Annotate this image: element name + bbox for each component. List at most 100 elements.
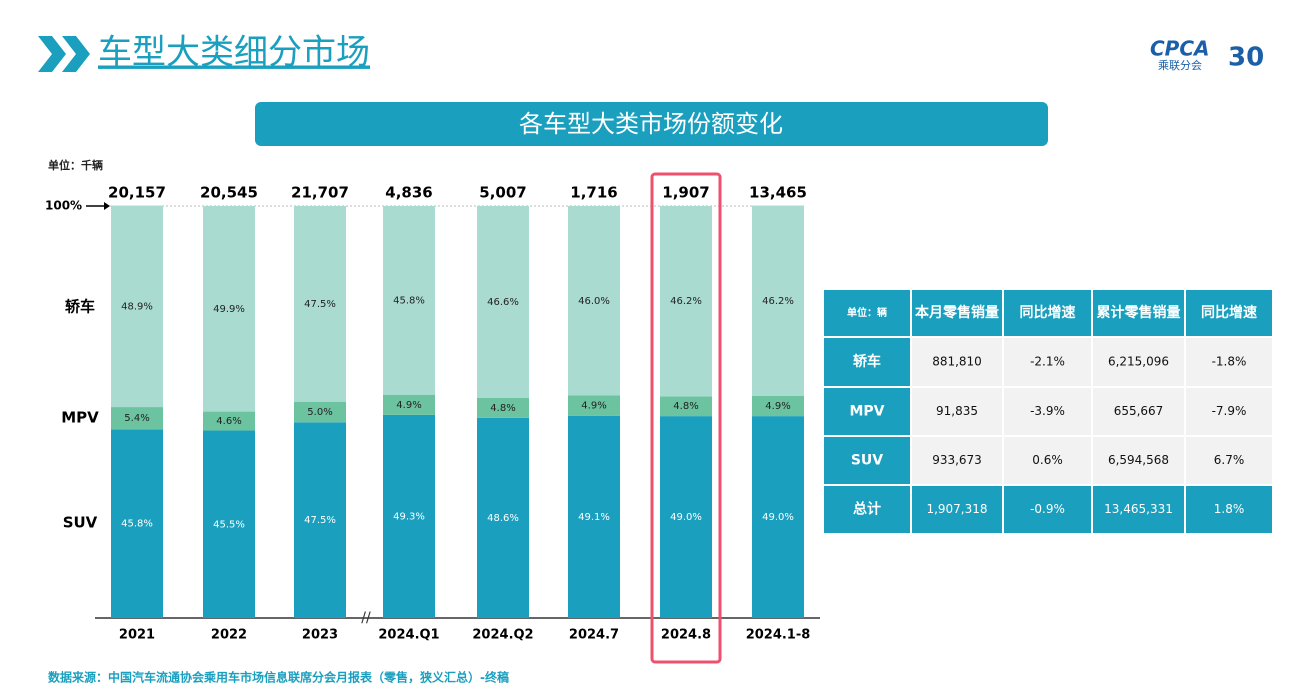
legend-label: 轿车 bbox=[65, 298, 95, 316]
table-text: 6.7% bbox=[1214, 453, 1245, 467]
table-text: SUV bbox=[851, 453, 883, 469]
table-text: 单位：辆 bbox=[847, 306, 887, 319]
logo-subtext: 乘联分会 bbox=[1158, 59, 1202, 72]
logo-anniversary: 30 bbox=[1228, 43, 1264, 73]
bar-segment bbox=[383, 206, 435, 395]
table-cell bbox=[912, 338, 1002, 386]
bar-segment bbox=[383, 394, 435, 415]
data-label: 4.8% bbox=[490, 403, 515, 414]
data-label: 48.6% bbox=[487, 513, 519, 524]
bar-segment bbox=[111, 205, 163, 408]
bar-segment bbox=[660, 396, 712, 417]
table-cell bbox=[1093, 486, 1184, 533]
total-label: 20,545 bbox=[200, 184, 258, 202]
table-cell bbox=[1093, 388, 1184, 435]
table-cell bbox=[912, 486, 1002, 533]
data-label: 45.8% bbox=[393, 295, 425, 306]
data-label: 49.0% bbox=[670, 512, 702, 523]
data-label: 45.5% bbox=[213, 519, 245, 530]
table-cell bbox=[824, 486, 910, 533]
data-label: 47.5% bbox=[304, 515, 336, 526]
total-label: 20,157 bbox=[108, 184, 166, 202]
data-label: 49.3% bbox=[393, 511, 425, 522]
bar-segment bbox=[752, 395, 804, 417]
bar-segment bbox=[111, 407, 163, 430]
bar-segment bbox=[294, 206, 346, 402]
logo-text: CPCA bbox=[1150, 37, 1210, 61]
x-tick-label: 2024.Q1 bbox=[378, 628, 439, 643]
bar-segment bbox=[568, 415, 620, 618]
data-label: 4.9% bbox=[581, 401, 606, 412]
y-tick-label: 100% bbox=[45, 199, 82, 213]
table-cell bbox=[1004, 388, 1091, 435]
table-text: 881,810 bbox=[932, 355, 982, 369]
title-icon bbox=[38, 36, 90, 72]
bar-segment bbox=[568, 395, 620, 416]
table-text: 总计 bbox=[853, 501, 881, 518]
data-label: 46.2% bbox=[762, 296, 794, 307]
table-cell bbox=[824, 290, 910, 336]
table-text: 累计零售销量 bbox=[1097, 304, 1181, 321]
source-note: 数据来源：中国汽车流通协会乘用车市场信息联席分会月报表（零售，狭义汇总）-终稿 bbox=[48, 670, 509, 685]
table-text: -7.9% bbox=[1212, 404, 1247, 418]
table-cell bbox=[1186, 388, 1272, 435]
table-text: 同比增速 bbox=[1020, 304, 1076, 321]
data-label: 47.5% bbox=[304, 299, 336, 310]
table-cell bbox=[1004, 290, 1091, 336]
total-label: 13,465 bbox=[749, 184, 807, 202]
axis-break: // bbox=[361, 610, 371, 626]
data-label: 46.6% bbox=[487, 297, 519, 308]
total-label: 4,836 bbox=[385, 184, 432, 202]
legend-label: SUV bbox=[63, 514, 98, 532]
bar-segment bbox=[477, 417, 529, 618]
table-cell bbox=[1093, 338, 1184, 386]
table-text: MPV bbox=[849, 404, 884, 420]
x-tick-label: 2024.Q2 bbox=[472, 628, 533, 643]
data-label: 4.8% bbox=[673, 401, 698, 412]
data-label: 46.2% bbox=[670, 296, 702, 307]
x-tick-label: 2024.7 bbox=[569, 628, 619, 643]
table-text: 933,673 bbox=[932, 453, 982, 467]
chart-title: 各车型大类市场份额变化 bbox=[519, 110, 783, 138]
bar-segment bbox=[660, 206, 712, 397]
table-text: 91,835 bbox=[936, 404, 978, 418]
bar-segment bbox=[294, 401, 346, 423]
table-text: 13,465,331 bbox=[1104, 502, 1173, 516]
data-label: 49.0% bbox=[762, 512, 794, 523]
bar-segment bbox=[660, 416, 712, 618]
table-cell bbox=[912, 388, 1002, 435]
data-label: 45.8% bbox=[121, 519, 153, 530]
page-title: 车型大类细分市场 bbox=[98, 33, 370, 73]
table-text: 655,667 bbox=[1114, 404, 1164, 418]
data-label: 4.9% bbox=[396, 400, 421, 411]
table-text: -3.9% bbox=[1030, 404, 1065, 418]
x-tick-label: 2024.1-8 bbox=[746, 628, 811, 643]
x-tick-label: 2021 bbox=[119, 628, 155, 643]
table-cell bbox=[1186, 338, 1272, 386]
y-tick-arrowhead bbox=[104, 202, 110, 210]
table-cell bbox=[912, 437, 1002, 484]
table-text: 6,215,096 bbox=[1108, 355, 1169, 369]
table-cell bbox=[824, 388, 910, 435]
bar-segment bbox=[477, 397, 529, 418]
bar-segment bbox=[477, 206, 529, 398]
table-cell bbox=[912, 290, 1002, 336]
table-text: -1.8% bbox=[1212, 355, 1247, 369]
table-cell bbox=[1093, 290, 1184, 336]
bar-segment bbox=[383, 414, 435, 618]
x-tick-label: 2023 bbox=[302, 628, 338, 643]
table-cell bbox=[1004, 437, 1091, 484]
data-label: 4.9% bbox=[765, 401, 790, 412]
table-text: 轿车 bbox=[853, 353, 881, 370]
table-cell bbox=[824, 437, 910, 484]
bar-segment bbox=[752, 205, 804, 396]
total-label: 1,907 bbox=[662, 184, 709, 202]
table-text: 1,907,318 bbox=[926, 502, 987, 516]
x-tick-label: 2024.8 bbox=[661, 628, 711, 643]
legend-label: MPV bbox=[61, 409, 99, 427]
table-cell bbox=[1093, 437, 1184, 484]
x-tick-label: 2022 bbox=[211, 628, 247, 643]
unit-label: 单位：千辆 bbox=[48, 158, 103, 172]
data-label: 46.0% bbox=[578, 296, 610, 307]
